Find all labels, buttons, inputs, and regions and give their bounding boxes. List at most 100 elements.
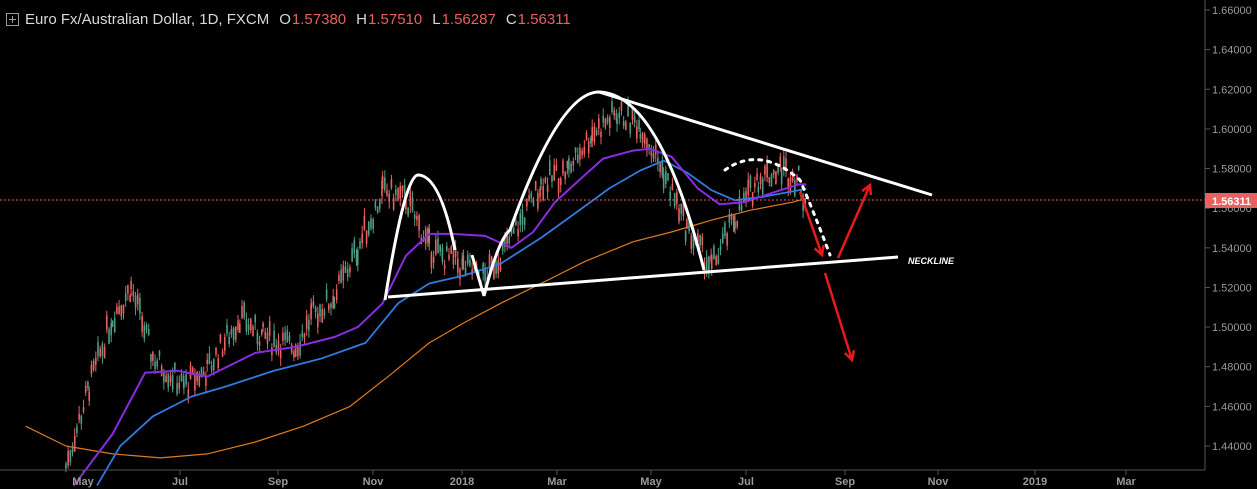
candle-body <box>217 358 219 368</box>
candle-body <box>349 267 351 273</box>
candle-body <box>259 342 261 346</box>
y-tick-label: 1.44000 <box>1212 441 1252 453</box>
y-tick-label: 1.60000 <box>1212 124 1252 136</box>
y-axis[interactable]: 1.44000 1.46000 1.48000 1.50000 1.52000 1.540… <box>1205 5 1252 453</box>
candle-body <box>568 158 570 170</box>
candle-body <box>598 118 600 128</box>
candle-body <box>722 233 724 243</box>
candle-body <box>338 275 340 281</box>
candle-body <box>642 133 644 143</box>
candle-body <box>386 190 388 195</box>
candle-body <box>67 451 69 465</box>
x-axis[interactable]: May Jul Sep Nov 2018 Mar May Jul Sep Nov 2019 Mar <box>72 470 1136 488</box>
x-tick-label: Mar <box>547 476 567 488</box>
candle-body <box>135 296 137 308</box>
chart-header: Euro Fx/Australian Dollar, 1D, FXCM O 1.5… <box>6 9 571 29</box>
candle-body <box>469 260 471 266</box>
candle-body <box>508 237 510 244</box>
candle-body <box>70 450 72 462</box>
x-tick-label: 2018 <box>450 476 474 488</box>
x-tick-label: Jul <box>172 476 188 488</box>
candle-body <box>116 307 118 314</box>
candle-body <box>233 328 235 340</box>
candle-body <box>463 256 465 269</box>
candle-body <box>235 327 237 340</box>
candle-body <box>715 256 717 265</box>
candle-body <box>81 416 83 424</box>
candle-body <box>718 255 720 264</box>
candle-body <box>616 119 618 124</box>
candle-body <box>629 123 631 134</box>
x-tick-label: Sep <box>268 476 288 488</box>
open-value: 1.57380 <box>292 11 346 28</box>
candle-body <box>613 110 615 115</box>
candle-body <box>254 315 256 322</box>
candle-body <box>706 257 708 271</box>
x-tick-label: Mar <box>1116 476 1136 488</box>
projection-arrows <box>800 185 871 360</box>
candle-body <box>170 376 172 383</box>
candle-body <box>87 382 89 388</box>
x-tick-label: 2019 <box>1023 476 1047 488</box>
candle-body <box>301 331 303 337</box>
candle-body <box>457 258 459 272</box>
candle-body <box>321 309 323 323</box>
current-price-badge: 1.56311 <box>1205 193 1257 208</box>
candle-body <box>412 197 414 211</box>
candle-body <box>261 330 263 334</box>
candle-body <box>347 269 349 277</box>
arrow-shaft <box>838 185 870 258</box>
symbol-title[interactable]: Euro Fx/Australian Dollar, 1D, FXCM <box>25 11 269 28</box>
candle-body <box>495 262 497 274</box>
candle-body <box>250 319 252 330</box>
expand-icon[interactable] <box>6 13 19 26</box>
candle-body <box>137 294 139 304</box>
candle-body <box>112 321 114 327</box>
candle-body <box>375 201 377 208</box>
ma-line <box>97 161 806 486</box>
candle-body <box>93 361 95 370</box>
candle-body <box>273 331 275 346</box>
y-tick-label: 1.64000 <box>1212 45 1252 57</box>
candle-body <box>172 375 174 390</box>
candle-body <box>139 298 141 314</box>
candle-body <box>150 354 152 362</box>
candle-body <box>754 183 756 187</box>
candle-body <box>581 151 583 156</box>
candle-body <box>667 173 669 180</box>
candle-body <box>794 180 796 195</box>
neckline <box>388 257 898 297</box>
candle-body <box>133 291 135 296</box>
candle-body <box>395 190 397 195</box>
candle-body <box>513 228 515 234</box>
candle-body <box>741 206 743 211</box>
candle-body <box>308 320 310 331</box>
candle-body <box>665 171 667 184</box>
candle-body <box>257 333 259 344</box>
candle-body <box>156 360 158 366</box>
candle-body <box>393 198 395 210</box>
candle-body <box>146 325 148 330</box>
candle-body <box>181 374 183 381</box>
candle-body <box>526 199 528 207</box>
candle-body <box>605 119 607 128</box>
candle-body <box>450 246 452 253</box>
candle-body <box>553 165 555 180</box>
candle-body <box>326 289 328 299</box>
candle-body <box>579 148 581 160</box>
candle-body <box>248 324 250 330</box>
candle-body <box>596 130 598 135</box>
y-tick-label: 1.58000 <box>1212 164 1252 176</box>
candle-body <box>729 214 731 223</box>
candle-body <box>85 386 87 393</box>
y-tick-label: 1.66000 <box>1212 5 1252 17</box>
y-tick-label: 1.50000 <box>1212 322 1252 334</box>
high-value: 1.57510 <box>368 11 422 28</box>
candle-body <box>76 427 78 433</box>
candle-body <box>484 269 486 281</box>
candle-body <box>517 229 519 236</box>
candle-body <box>368 222 370 235</box>
candle-body <box>377 207 379 213</box>
candlesticks <box>65 95 806 472</box>
